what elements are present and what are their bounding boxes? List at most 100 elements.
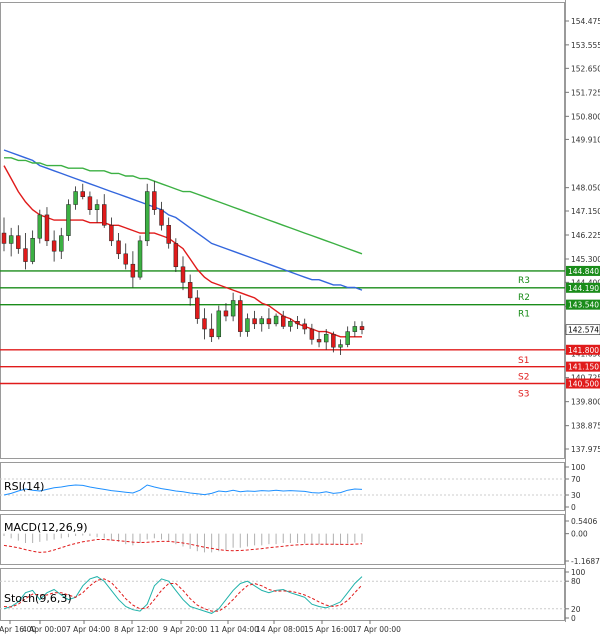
price-tick-label: 140.725 [571,374,600,383]
level-value-s1: 141.800 [568,346,599,355]
x-tick-label: 3 Apr 16:00 [0,625,36,634]
level-value-r1: 143.540 [568,301,599,310]
candle [309,323,315,345]
candle [1,217,7,252]
level-value-s2: 141.150 [568,363,599,372]
x-tick-label: 8 Apr 12:00 [114,625,158,634]
stoch-tick-label: 100 [571,568,586,577]
candle-body-up [345,331,350,345]
macd-tick-label: -1.1687 [571,557,600,566]
candle-body-down [16,235,21,249]
candle-body-down [87,196,93,210]
stoch-k-line [3,576,363,614]
candle-body-down [130,263,136,278]
candle-body-up [338,344,343,348]
stoch-tick-label: 20 [571,605,581,614]
level-value-r3: 144.840 [568,267,599,276]
candle [80,183,85,200]
price-tick-label: 147.150 [571,207,600,216]
candle [116,233,121,259]
candle [66,199,71,241]
candle-body-up [8,235,14,244]
price-frame [0,2,565,459]
candle-body-down [159,209,164,226]
candle [288,318,293,332]
level-value-r2: 144.190 [568,284,599,293]
candle [359,321,365,335]
candle [352,321,358,337]
candle-body-down [331,333,336,348]
candle-body-up [323,333,329,343]
candle [180,256,186,291]
candle [187,274,193,306]
candle [152,181,157,215]
candle-body-up [245,318,250,332]
candle-body-down [302,323,307,330]
candle-body-down [209,328,214,338]
candle [338,339,343,355]
candle [144,183,150,247]
candle-body-down [187,282,193,299]
candle-body-down [238,300,243,332]
candle [109,217,114,247]
candle-body-down [51,240,57,252]
rsi-frame [0,462,565,511]
macd-tick-label: 0.00 [571,530,588,539]
candle-body-up [94,204,100,210]
rsi-tick-label: 0 [571,503,576,512]
rsi-tick-label: 30 [571,491,581,500]
candle-body-up [273,315,279,325]
candle-body-up [73,191,78,205]
price-tick-label: 145.300 [571,255,600,264]
price-tick-label: 150.800 [571,112,600,121]
stoch-title: Stoch(9,6,3) [4,592,72,605]
stoch-tick-label: 0 [571,614,576,623]
level-value-tag [566,361,600,372]
candle-body-down [202,318,207,330]
candle [23,233,28,270]
candle-body-up [230,300,236,317]
price-tick-label: 137.975 [571,445,600,454]
candle-body-down [152,191,157,210]
candle [166,217,171,249]
candle [345,326,350,348]
x-tick-label: 14 Apr 08:00 [256,625,305,634]
macd-signal-line [3,539,363,553]
level-value-tag [566,282,600,293]
rsi-title: RSI(14) [4,480,44,493]
candle [266,308,272,330]
level-value-tag [566,265,600,276]
price-tick-label: 152.650 [571,64,600,73]
candle [44,207,50,247]
candle-body-down [166,225,171,244]
candle [302,318,307,335]
rsi-tick-label: 100 [571,463,586,472]
x-tick-label: 17 Apr 00:00 [352,625,401,634]
candle [173,238,179,272]
candle-body-down [44,214,50,242]
candle [223,303,229,322]
candle [87,191,93,215]
candle-body-down [266,318,272,325]
level-name-r2: R2 [518,293,530,303]
candle-body-up [144,191,150,242]
stoch-tick-label: 80 [571,577,581,586]
candle [295,316,300,330]
current-price-value: 142.574 [568,326,599,335]
macd-panel: 0.5406 0.00 -1.1687 MACD(12,26,9) [3,517,600,566]
candle-body-down [180,266,186,283]
candle [245,313,250,337]
candle-body-down [223,310,229,317]
candle-body-down [1,232,7,244]
candle [259,316,264,332]
candle-body-down [309,328,315,340]
candle [323,329,329,350]
price-tick-label: 138.875 [571,422,600,431]
candle-body-down [359,326,365,330]
moving-average-2 [3,149,363,291]
candle-body-down [116,240,121,255]
candle [209,313,214,342]
